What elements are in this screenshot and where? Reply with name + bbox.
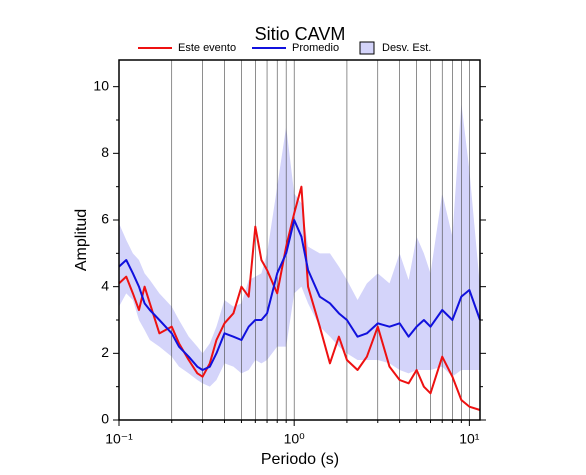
data-line xyxy=(118,219,481,371)
y-tick-label: 8 xyxy=(101,144,109,160)
y-tick-label: 6 xyxy=(101,211,109,227)
x-tick-label: 10⁰ xyxy=(284,431,306,447)
legend-label: Este evento xyxy=(178,42,236,54)
chart-title: Sitio CAVM xyxy=(255,24,346,44)
data-line xyxy=(118,185,481,411)
x-tick-label: 10¹ xyxy=(459,431,480,447)
legend-label: Promedio xyxy=(292,42,339,54)
legend-swatch xyxy=(359,41,375,55)
plot-frame xyxy=(118,59,481,421)
x-axis-label: Periodo (s) xyxy=(261,451,339,468)
y-tick-label: 0 xyxy=(101,411,109,427)
y-tick-label: 4 xyxy=(101,277,109,293)
legend-label: Desv. Est. xyxy=(382,42,431,54)
std-band xyxy=(119,103,480,387)
y-tick-label: 10 xyxy=(93,77,109,93)
y-axis-label: Amplitud xyxy=(73,209,90,271)
x-tick-label: 10⁻¹ xyxy=(105,431,133,447)
y-tick-label: 2 xyxy=(101,344,109,360)
